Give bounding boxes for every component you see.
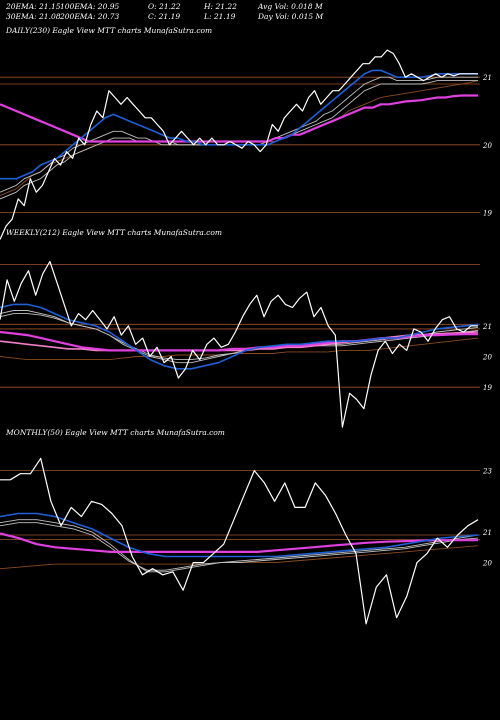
daily-ema-gray-line-3 <box>0 80 478 200</box>
low-value: L: 21.19 <box>204 12 236 21</box>
weekly-y-tick-label: 21 <box>482 323 492 331</box>
monthly-ema-gray-line-3 <box>0 522 479 571</box>
indicator-header: 20EMA: 21.15 100EMA: 20.95 O: 21.22 H: 2… <box>0 0 500 24</box>
monthly-y-tick-label: 20 <box>482 560 492 568</box>
ema100-value: 100EMA: 20.95 <box>60 2 120 11</box>
weekly-y-tick-label: 20 <box>482 354 492 362</box>
monthly-panel: 23 21 20 <box>0 457 492 625</box>
daily-y-tick-label: 19 <box>483 209 492 217</box>
ema30-value: 30EMA: 21.08 <box>6 12 61 21</box>
daily-ema-magenta-line-4 <box>0 94 478 143</box>
monthly-price-line-0 <box>0 457 479 625</box>
avg-volume-value: Avg Vol: 0.018 M <box>258 2 323 11</box>
weekly-ema-blue-line-1 <box>0 303 479 370</box>
monthly-y-tick-label: 21 <box>482 529 492 537</box>
monthly-ema-gray-line-2 <box>0 519 479 573</box>
high-value: H: 21.22 <box>204 2 237 11</box>
daily-y-tick-label: 21 <box>482 74 492 82</box>
daily-panel-title: DAILY(230) Eagle View MTT charts MunafaS… <box>6 26 213 35</box>
daily-panel: 21 20 19 <box>0 49 492 240</box>
daily-y-tick-label: 20 <box>482 142 492 150</box>
ema200-value: 200EMA: 20.73 <box>60 12 120 21</box>
monthly-panel-title: MONTHLY(50) Eagle View MTT charts Munafa… <box>6 428 225 437</box>
weekly-panel: 21 20 19 <box>0 260 492 428</box>
weekly-ema-gray-line-3 <box>0 313 479 361</box>
monthly-ema-blue-line-1 <box>0 512 479 558</box>
weekly-price-line-0 <box>0 260 478 428</box>
daily-ema-brown-line-5 <box>0 80 479 197</box>
daily-price-line-0 <box>0 49 478 240</box>
weekly-ema-pink-line-5 <box>0 331 479 352</box>
close-value: C: 21.19 <box>148 12 181 21</box>
weekly-y-tick-label: 19 <box>483 384 492 392</box>
monthly-ema-magenta-line-4 <box>0 532 478 554</box>
open-value: O: 21.22 <box>148 2 181 11</box>
weekly-panel-title: WEEKLY(212) Eagle View MTT charts Munafa… <box>6 228 223 237</box>
daily-ema-blue-line-1 <box>0 69 478 180</box>
day-volume-value: Day Vol: 0.015 M <box>258 12 324 21</box>
monthly-y-tick-label: 23 <box>482 468 492 476</box>
ema20-value: 20EMA: 21.15 <box>6 2 61 11</box>
